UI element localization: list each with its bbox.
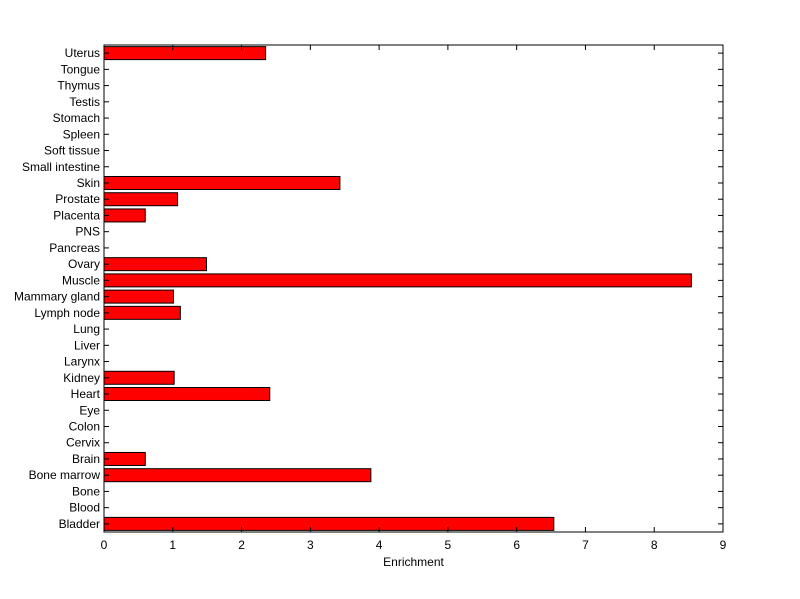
y-tick-label: Bone [72,484,100,498]
y-tick-label: Thymus [57,79,100,93]
y-tick-label: Muscle [62,273,100,287]
y-tick-label: Bone marrow [29,468,101,482]
y-tick-label: Prostate [55,192,100,206]
y-tick-label: Ovary [68,257,100,271]
y-tick-label: Brain [72,452,100,466]
y-tick-label: Mammary gland [14,290,100,304]
x-tick-label: 6 [513,538,520,552]
x-axis-label: Enrichment [383,555,444,569]
x-tick-label: 1 [169,538,176,552]
y-tick-label: PNS [75,225,100,239]
y-tick-label: Pancreas [49,241,100,255]
y-tick-label: Spleen [63,127,100,141]
plot-frame [103,44,724,533]
bar-bladder [103,516,555,531]
y-tick-label: Tongue [61,62,101,76]
y-tick-label: Cervix [66,436,100,450]
x-axis-ticks: 0 1 2 3 4 5 6 7 8 9 [101,45,727,552]
bar-prostate [103,192,179,207]
y-tick-label: Larynx [64,355,100,369]
y-tick-label: Skin [77,176,100,190]
bar-placenta [103,208,146,223]
x-tick-label: 0 [101,538,108,552]
bar-muscle [103,273,692,288]
bar-heart [103,387,271,402]
bar-ovary [103,257,207,272]
y-tick-label: Blood [69,501,100,515]
bar-skin [103,175,341,190]
x-tick-label: 2 [238,538,245,552]
bars-group [103,46,692,531]
x-tick-label: 4 [376,538,383,552]
y-axis-ticks: Uterus Tongue Thymus Testis Stomach Spleen Sof… [14,46,723,531]
y-tick-label: Kidney [63,371,100,385]
y-tick-label: Placenta [53,208,100,222]
x-tick-label: 7 [582,538,589,552]
bar-lymph-node [103,305,181,320]
y-tick-label: Colon [69,419,100,433]
x-tick-label: 8 [651,538,658,552]
bar-kidney [103,370,175,385]
y-tick-label: Bladder [59,517,100,531]
x-tick-label: 9 [720,538,727,552]
y-tick-label: Lung [73,322,100,336]
bar-brain [103,451,146,466]
y-tick-label: Stomach [53,111,100,125]
y-tick-label: Uterus [65,46,100,60]
y-tick-label: Liver [74,338,100,352]
y-tick-label: Soft tissue [44,144,100,158]
y-tick-label: Lymph node [34,306,100,320]
x-tick-label: 3 [307,538,314,552]
y-tick-label: Eye [79,403,100,417]
bar-mammary-gland [103,289,174,304]
x-tick-label: 5 [445,538,452,552]
y-tick-label: Heart [71,387,101,401]
y-tick-label: Testis [69,95,100,109]
bar-bone-marrow [103,468,372,483]
y-tick-label: Small intestine [22,160,100,174]
